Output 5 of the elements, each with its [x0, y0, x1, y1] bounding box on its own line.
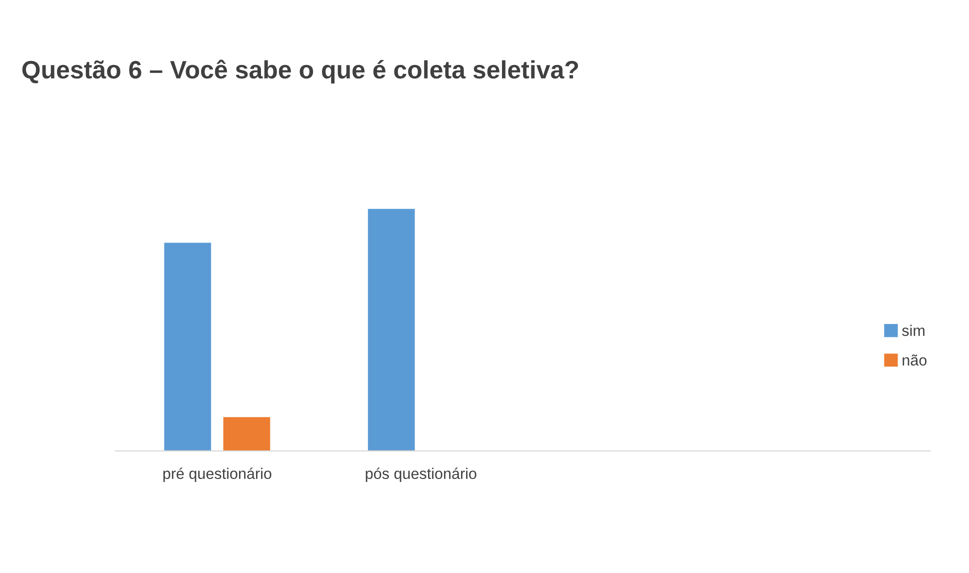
x-tick-label: pós questionário	[366, 468, 476, 482]
chart-title: Questão 6 – Você sabe o que é coleta seletiva?	[22, 60, 578, 84]
legend-label: não	[902, 354, 927, 366]
x-tick-label: pré questionário	[163, 468, 272, 482]
legend-label: sim	[902, 324, 924, 336]
